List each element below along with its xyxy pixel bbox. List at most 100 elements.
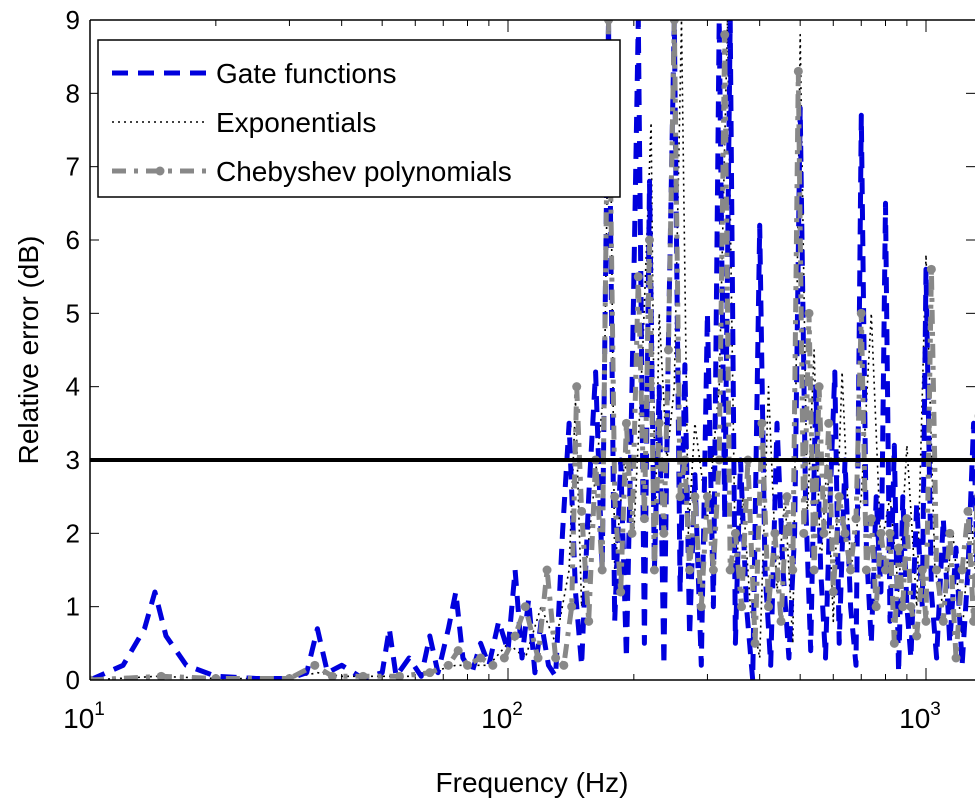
- series-point: [945, 528, 955, 538]
- series-point: [675, 492, 685, 502]
- legend-label: Gate functions: [216, 58, 397, 89]
- series-point: [533, 653, 543, 663]
- series-point: [685, 565, 695, 575]
- series-point: [926, 264, 936, 274]
- series-point: [828, 587, 838, 597]
- series-point: [462, 660, 472, 670]
- series-point: [453, 646, 463, 656]
- series-point: [708, 565, 718, 575]
- x-tick-exponent: 2: [512, 699, 523, 720]
- series-1: [90, 20, 975, 680]
- series-point: [876, 528, 886, 538]
- axes: [89, 19, 975, 681]
- x-tick-exponent: 1: [94, 699, 105, 720]
- series-point: [725, 565, 735, 575]
- series-point: [809, 565, 819, 575]
- legend-label: Exponentials: [216, 107, 376, 138]
- x-tick-labels: 101 102 103: [63, 699, 941, 734]
- y-axis-label: Relative error (dB): [13, 236, 44, 465]
- y-tick-label: 5: [66, 298, 80, 328]
- y-tick-label: 1: [66, 592, 80, 622]
- series-point: [737, 602, 747, 612]
- series-point: [604, 20, 614, 25]
- series-point: [499, 653, 509, 663]
- series-point: [720, 30, 730, 40]
- series-point: [551, 653, 561, 663]
- series-line: [90, 20, 975, 680]
- series-line: [90, 20, 975, 680]
- legend-label: Chebyshev polynomials: [216, 156, 512, 187]
- series-2: [90, 20, 975, 680]
- series-point: [963, 506, 973, 516]
- series-point: [880, 565, 890, 575]
- series-point: [819, 528, 829, 538]
- series-point: [690, 492, 700, 502]
- series-point: [559, 660, 569, 670]
- legend: Gate functions Exponentials Chebyshev poly…: [97, 39, 621, 198]
- series-point: [610, 492, 620, 502]
- y-tick-label: 3: [66, 445, 80, 475]
- x-tick-label: 103: [899, 699, 941, 734]
- series-point: [957, 565, 967, 575]
- series-point: [938, 616, 948, 626]
- series-point: [969, 616, 975, 626]
- x-tick-base: 10: [899, 703, 930, 734]
- y-tick-label: 7: [66, 152, 80, 182]
- series-point: [358, 671, 368, 680]
- x-tick-exponent: 3: [930, 699, 941, 720]
- series-point: [621, 418, 631, 428]
- series-point: [912, 631, 922, 641]
- x-axis-label: Frequency (Hz): [436, 767, 629, 798]
- series-point: [871, 602, 881, 612]
- series-point: [776, 616, 786, 626]
- series-point: [951, 653, 961, 663]
- series-point: [156, 671, 166, 680]
- series-point: [663, 345, 673, 355]
- series-point: [851, 514, 861, 524]
- series-point: [898, 602, 908, 612]
- series-point: [520, 602, 530, 612]
- series-point: [885, 528, 895, 538]
- series-point: [770, 528, 780, 538]
- series-point: [584, 616, 594, 626]
- series-point: [425, 668, 435, 678]
- series-point: [284, 674, 294, 680]
- series-point: [510, 631, 520, 641]
- x-tick-label: 102: [481, 699, 523, 734]
- x-tick-base: 10: [481, 703, 512, 734]
- series-point: [861, 565, 871, 575]
- y-tick-label: 0: [66, 665, 80, 695]
- series-point: [702, 492, 712, 502]
- series-point: [542, 565, 552, 575]
- series-point: [669, 20, 679, 25]
- series-point: [627, 528, 637, 538]
- series-point: [310, 660, 320, 670]
- series-point: [902, 514, 912, 524]
- y-tick-label: 9: [66, 5, 80, 35]
- series-point: [894, 543, 904, 553]
- series-point: [476, 653, 486, 663]
- series-point: [866, 514, 876, 524]
- series-point: [633, 272, 643, 282]
- y-tick-label: 8: [66, 78, 80, 108]
- series-point: [696, 602, 706, 612]
- series-point: [906, 602, 916, 612]
- series-point: [788, 565, 798, 575]
- series-point: [567, 602, 577, 612]
- series-point: [577, 506, 587, 516]
- series-point: [443, 660, 453, 670]
- series-point: [804, 308, 814, 318]
- x-tick-label: 101: [63, 699, 105, 734]
- series-point: [572, 382, 582, 392]
- series-point: [488, 660, 498, 670]
- series-0: [90, 20, 975, 680]
- y-tick-label: 2: [66, 518, 80, 548]
- series-point: [616, 587, 626, 597]
- series-point: [750, 638, 760, 648]
- series-point: [782, 492, 792, 502]
- series-point: [921, 616, 931, 626]
- series-point: [856, 308, 866, 318]
- series-point: [654, 418, 664, 428]
- series-point: [639, 514, 649, 524]
